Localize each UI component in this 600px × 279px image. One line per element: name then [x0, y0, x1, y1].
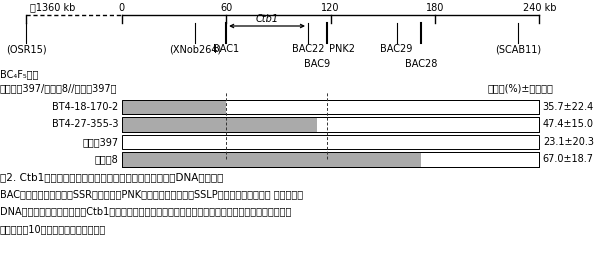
Text: BAC9: BAC9 [304, 59, 329, 69]
Text: 中母農8: 中母農8 [95, 155, 118, 164]
Text: 0: 0 [119, 3, 125, 13]
Bar [122, 117, 539, 132]
Text: 35.7±22.4: 35.7±22.4 [543, 102, 594, 112]
Bar [122, 117, 317, 132]
Text: 図2. Ctb1の物理地図および塩基配列情報に基づく高精度DNAマーカー: 図2. Ctb1の物理地図および塩基配列情報に基づく高精度DNAマーカー [0, 172, 223, 182]
Text: BAC29: BAC29 [380, 44, 413, 54]
Text: 約1360 kb: 約1360 kb [29, 3, 75, 13]
Text: BAC28: BAC28 [405, 59, 437, 69]
Text: BAC1: BAC1 [213, 44, 239, 54]
Text: 67.0±18.7: 67.0±18.7 [543, 155, 594, 164]
Text: （きらら397/中母農8//きらら397）: （きらら397/中母農8//きらら397） [0, 83, 118, 93]
Text: BT4-18-170-2: BT4-18-170-2 [52, 102, 118, 112]
Text: (SCAB11): (SCAB11) [496, 44, 542, 54]
Text: BACを付したマーカーはSSRマーカー、PNKを付したマーカーはSSLPマーカーである。（ ）は既存の: BACを付したマーカーはSSRマーカー、PNKを付したマーカーはSSLPマーカー… [0, 189, 303, 199]
Text: 240 kb: 240 kb [523, 3, 556, 13]
Bar [122, 100, 539, 114]
Text: 23.1±20.3: 23.1±20.3 [543, 137, 594, 147]
Text: 稔実率(%)±標準偏差: 稔実率(%)±標準偏差 [487, 83, 553, 93]
Bar [122, 100, 539, 114]
Text: 180: 180 [426, 3, 444, 13]
Text: Ctb1: Ctb1 [256, 14, 278, 24]
Text: 120: 120 [322, 3, 340, 13]
Text: (OSR15): (OSR15) [6, 44, 46, 54]
Text: 60: 60 [220, 3, 232, 13]
Text: PNK2: PNK2 [329, 44, 355, 54]
Bar [122, 152, 421, 167]
Bar [122, 117, 539, 132]
Text: 47.4±15.0: 47.4±15.0 [543, 119, 594, 129]
Text: (XNob264): (XNob264) [169, 44, 221, 54]
Text: BAC22: BAC22 [292, 44, 324, 54]
Text: BT4-27-355-3: BT4-27-355-3 [52, 119, 118, 129]
Bar [122, 135, 539, 149]
Text: きらら397: きらら397 [82, 137, 118, 147]
Text: 率（各系統10個体）により評価した。: 率（各系統10個体）により評価した。 [0, 224, 106, 234]
Text: BC₄F₅系統: BC₄F₅系統 [0, 69, 38, 79]
Bar [122, 152, 539, 167]
Bar [122, 152, 539, 167]
Bar [122, 100, 226, 114]
Text: DNAマーカーを示す。矢印はCtb1が存在する可能性がある領域を示す。耐冷性は冷水深水処理後の稔実: DNAマーカーを示す。矢印はCtb1が存在する可能性がある領域を示す。耐冷性は冷… [0, 206, 292, 217]
